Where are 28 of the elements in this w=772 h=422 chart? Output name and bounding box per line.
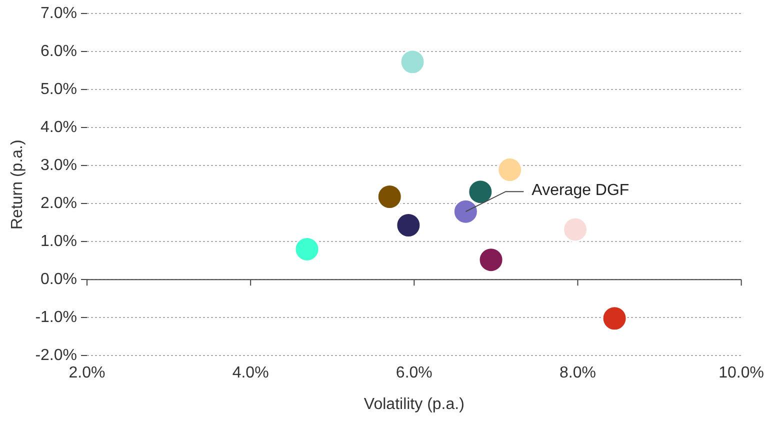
y-tick-label: 3.0% (40, 157, 77, 174)
y-tick-label: 0.0% (40, 271, 77, 288)
annotation: Average DGF (532, 182, 630, 199)
point (396, 212, 422, 238)
y-tick-label: -1.0% (35, 309, 77, 326)
point (497, 157, 523, 183)
x-tick-label: 2.0% (68, 364, 106, 382)
x-axis-title: Volatility (p.a.) (364, 396, 464, 413)
point (294, 236, 320, 262)
point (376, 184, 402, 210)
y-tick-label: 2.0% (40, 195, 77, 212)
point (468, 179, 494, 205)
y-tick-label: 1.0% (40, 233, 77, 250)
y-tick-label: 5.0% (40, 81, 77, 98)
point (478, 247, 504, 273)
x-tick-label: 4.0% (232, 364, 269, 382)
y-tick-label: 4.0% (40, 119, 77, 136)
point (400, 49, 426, 75)
y-tick-label: 7.0% (40, 5, 77, 22)
point (602, 306, 628, 332)
point (452, 198, 478, 224)
y-tick-label: -2.0% (35, 347, 77, 364)
x-tick-label: 6.0% (396, 364, 432, 382)
y-tick-label: 6.0% (40, 43, 77, 60)
point (562, 216, 588, 242)
x-tick-label: 8.0% (560, 364, 596, 382)
x-tick-label: 10.0% (718, 364, 764, 382)
y-axis-title: Return (p.a.) (9, 140, 26, 230)
